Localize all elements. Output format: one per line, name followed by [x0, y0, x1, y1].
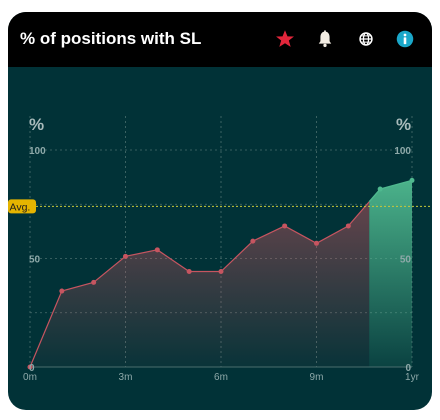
bell-icon[interactable] [314, 28, 336, 50]
y-axis-label-left: % [29, 115, 44, 134]
data-point [186, 269, 192, 275]
y-tick-label-right: 50 [400, 255, 412, 266]
data-point [314, 240, 319, 246]
data-point [282, 223, 288, 229]
data-point [27, 364, 33, 370]
y-axis-label-right: % [396, 115, 411, 134]
data-point [377, 186, 383, 192]
chart-title: % of positions with SL [20, 29, 202, 48]
data-point [123, 253, 128, 259]
x-tick-label: 6m [214, 372, 228, 383]
globe-icon[interactable] [355, 28, 377, 50]
x-tick-label: 9m [310, 372, 324, 383]
data-point [154, 247, 160, 253]
data-point [91, 279, 97, 285]
y-tick-label-left: 100 [29, 146, 46, 157]
data-point [218, 269, 224, 275]
x-tick-label: 3m [119, 372, 133, 383]
y-tick-label-left: 50 [29, 255, 41, 266]
area-fill-main [30, 201, 370, 367]
y-tick-label-left: 0 [29, 363, 35, 374]
card-header: % of positions with SL [8, 12, 432, 67]
area-fill-highlight [369, 180, 412, 367]
x-tick-label: 0m [23, 372, 37, 383]
y-tick-label-right: 100 [394, 146, 411, 157]
average-label-bg [8, 199, 36, 214]
y-tick-label-right: 0 [405, 363, 411, 374]
data-point [409, 177, 415, 183]
chart-card: % of positions with SL [8, 12, 432, 410]
x-tick-label: 1yr [405, 372, 420, 383]
data-point [345, 223, 351, 229]
average-label: Avg. [10, 201, 31, 213]
info-icon[interactable] [394, 28, 416, 50]
data-point [59, 288, 65, 294]
data-point [250, 238, 256, 244]
star-icon[interactable] [274, 28, 296, 50]
series-line [29, 201, 370, 368]
line-chart: Avg.% % 0 0 50 50 100 100 0m 3m 6m 9m 1yr [8, 115, 432, 383]
